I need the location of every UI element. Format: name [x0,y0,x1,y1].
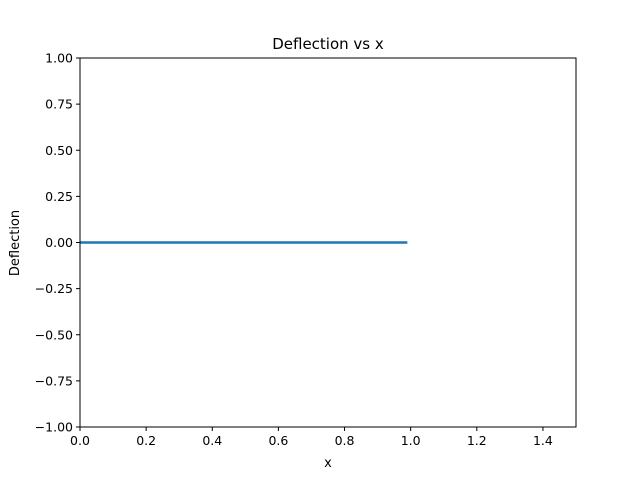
y-tick-label: 1.00 [45,51,73,66]
x-tick-label: 1.2 [467,433,487,448]
y-tick-label: 0.00 [45,235,73,250]
x-tick-label: 1.4 [533,433,553,448]
chart-title: Deflection vs x [272,35,384,53]
x-axis: 0.0 0.2 0.4 0.6 0.8 1.0 1.2 1.4 [70,427,553,448]
x-tick-label: 0.0 [70,433,90,448]
y-tick-label: −1.00 [35,420,73,435]
y-tick-label: 0.75 [45,97,73,112]
x-tick-label: 0.6 [268,433,288,448]
y-tick-label: 0.25 [45,189,73,204]
plot-area [79,57,577,428]
x-axis-label: x [324,456,332,471]
y-tick-label: 0.50 [45,143,73,158]
x-tick-label: 1.0 [401,433,421,448]
x-tick-label: 0.2 [136,433,156,448]
y-axis: −1.00 −0.75 −0.50 −0.25 0.00 0.25 0.50 0.75 1.00 [35,51,80,435]
y-tick-label: −0.75 [35,373,73,388]
x-tick-label: 0.4 [202,433,222,448]
y-tick-label: −0.50 [35,327,73,342]
y-tick-label: −0.25 [35,281,73,296]
x-tick-label: 0.8 [335,433,355,448]
y-axis-label: Deflection [8,210,23,276]
